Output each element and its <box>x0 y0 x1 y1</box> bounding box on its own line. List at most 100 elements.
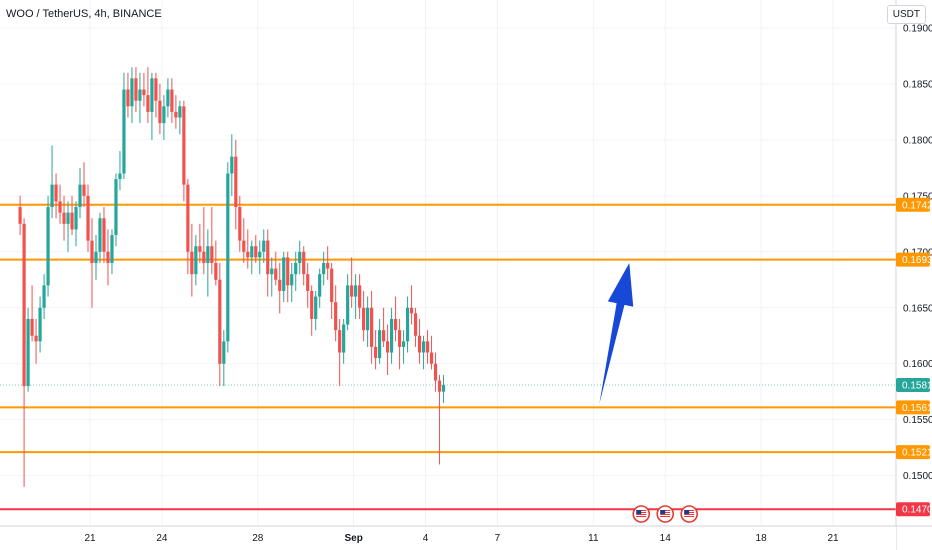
candle-body <box>433 363 438 381</box>
candle-body <box>282 257 286 291</box>
candle-body <box>378 330 382 359</box>
candle-body <box>154 78 158 101</box>
candle-body <box>437 380 442 392</box>
candle-body <box>242 240 246 252</box>
us-flag-icon[interactable] <box>632 505 651 523</box>
currency-unit-button[interactable]: USDT <box>886 5 926 24</box>
up-arrow-drawing <box>599 263 634 405</box>
price-label[interactable]: 0.1470 <box>896 502 932 517</box>
x-tick-label: 18 <box>756 533 768 544</box>
candle-body <box>218 279 222 364</box>
candle-body <box>425 341 430 353</box>
candle-body <box>290 274 294 286</box>
x-tick-label: 21 <box>827 533 839 544</box>
y-tick-label: 0.1600 <box>903 359 932 370</box>
candle-body <box>274 268 278 280</box>
event-icons <box>632 505 698 523</box>
candle-body <box>190 251 194 275</box>
price-label-text: 0.1521 <box>902 448 932 459</box>
candle-body <box>114 179 118 236</box>
candle-body <box>198 246 202 252</box>
candle-body <box>429 352 434 364</box>
candle-body <box>238 207 242 241</box>
candle-body <box>298 251 302 263</box>
candle-body <box>26 318 30 387</box>
candle-body <box>382 330 386 342</box>
horizontal-levels <box>0 203 896 511</box>
x-tick-label: 14 <box>660 533 672 544</box>
y-tick-label: 0.1550 <box>903 415 932 426</box>
candle-body <box>222 341 226 364</box>
candle-body <box>22 223 26 387</box>
candle-body <box>306 274 310 291</box>
candle-body <box>350 285 354 297</box>
candle-body <box>106 251 110 263</box>
candle-body <box>286 257 290 286</box>
candle-body <box>366 307 370 331</box>
plot-area <box>0 0 896 526</box>
candle-body <box>278 279 282 291</box>
candle-body <box>413 313 418 336</box>
candle-body <box>393 318 398 331</box>
candle-body <box>397 330 402 347</box>
candle-body <box>186 184 190 252</box>
candle-body <box>94 251 98 263</box>
price-label-text: 0.1470 <box>902 505 932 516</box>
candle-body <box>374 346 378 359</box>
candle-body <box>110 235 114 263</box>
price-label-text: 0.1693 <box>902 255 932 266</box>
time-axis[interactable]: 21 24 28 Sep 4 7 11 14 18 21 <box>0 525 932 550</box>
candle-body <box>134 78 138 101</box>
price-label[interactable]: 0.1561 <box>896 400 932 415</box>
candle-body <box>138 89 142 101</box>
y-tick-label: 0.1800 <box>903 135 932 146</box>
y-tick-label: 0.1650 <box>903 303 932 314</box>
candle-body <box>46 207 50 286</box>
candle-body <box>170 89 174 112</box>
price-label[interactable]: 0.1521 <box>896 445 932 460</box>
price-label-text: 0.1561 <box>902 403 932 414</box>
candle-body <box>118 173 122 180</box>
candle-body <box>314 296 318 319</box>
x-tick-label: 4 <box>423 533 429 544</box>
candle-body <box>338 330 342 353</box>
us-flag-icon[interactable] <box>656 505 675 523</box>
candle-body <box>330 268 334 303</box>
price-label[interactable]: 0.1581 <box>896 377 932 392</box>
y-tick-label: 0.1750 <box>903 191 932 202</box>
candle-body <box>174 111 178 118</box>
price-label[interactable]: 0.1742 <box>896 197 932 212</box>
candle-body <box>342 324 346 353</box>
candle-body <box>34 335 38 342</box>
arrow-shape[interactable] <box>599 263 634 405</box>
x-tick-label: 11 <box>588 533 599 544</box>
candle-body <box>326 263 330 269</box>
us-flag-icon[interactable] <box>680 505 698 523</box>
candle-body <box>50 184 54 208</box>
x-tick-label: Sep <box>344 533 362 544</box>
candle-body <box>401 341 406 347</box>
x-tick-label: 28 <box>252 533 264 544</box>
price-axis[interactable]: 0.19000.18500.18000.17500.17000.16500.16… <box>895 0 932 550</box>
candle-body <box>166 89 170 107</box>
candle-body <box>78 184 82 208</box>
candle-body <box>202 251 206 263</box>
candle-body <box>266 240 270 275</box>
price-label[interactable]: 0.1693 <box>896 252 932 267</box>
candle-body <box>162 106 166 124</box>
candle-body <box>250 246 254 258</box>
candle-body <box>210 246 214 263</box>
candle-body <box>54 184 58 202</box>
candle-body <box>358 285 362 308</box>
x-tick-label: 24 <box>156 533 168 544</box>
candle-body <box>362 307 366 331</box>
candle-body <box>270 268 274 275</box>
candle-body <box>234 156 238 208</box>
candle-body <box>409 307 414 314</box>
candle-body <box>146 95 150 112</box>
y-tick-label: 0.1900 <box>903 23 932 34</box>
candle-body <box>182 106 186 185</box>
candle-body <box>258 251 262 258</box>
candle-body <box>262 240 266 252</box>
